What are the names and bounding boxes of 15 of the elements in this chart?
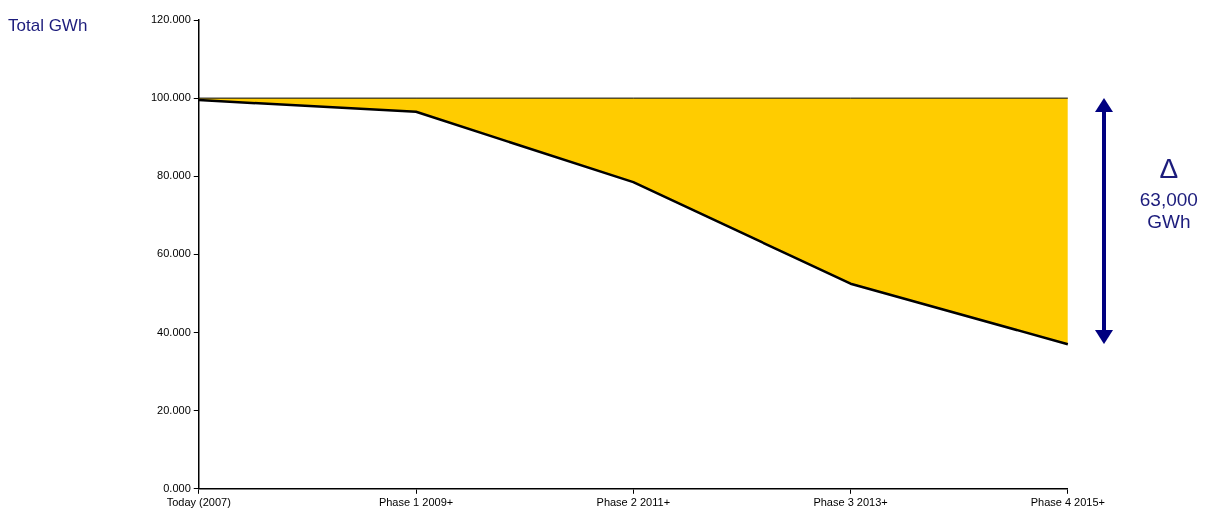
y-tick-label: 100.000 <box>151 91 191 104</box>
y-tick-label: 0.000 <box>163 481 191 494</box>
x-tick-label: Phase 3 2013+ <box>813 496 888 509</box>
text: Δ <box>1158 153 1180 186</box>
y-axis-title: Total GWh <box>8 16 88 36</box>
text: 63,000 GWh <box>1138 189 1199 233</box>
x-tick-label: Phase 4 2015+ <box>1030 496 1106 509</box>
y-tick-label: 120.000 <box>151 13 191 26</box>
x-tick-label: Today (2007) <box>166 496 231 509</box>
x-tick-label: Phase 2 2011+ <box>596 496 671 509</box>
y-tick-label: 80.000 <box>157 169 191 182</box>
x-tick-label: Phase 1 2009+ <box>378 496 454 509</box>
y-tick-label: 40.000 <box>157 325 191 338</box>
y-tick-label: 20.000 <box>157 403 191 416</box>
y-tick-label: 60.000 <box>157 247 191 260</box>
